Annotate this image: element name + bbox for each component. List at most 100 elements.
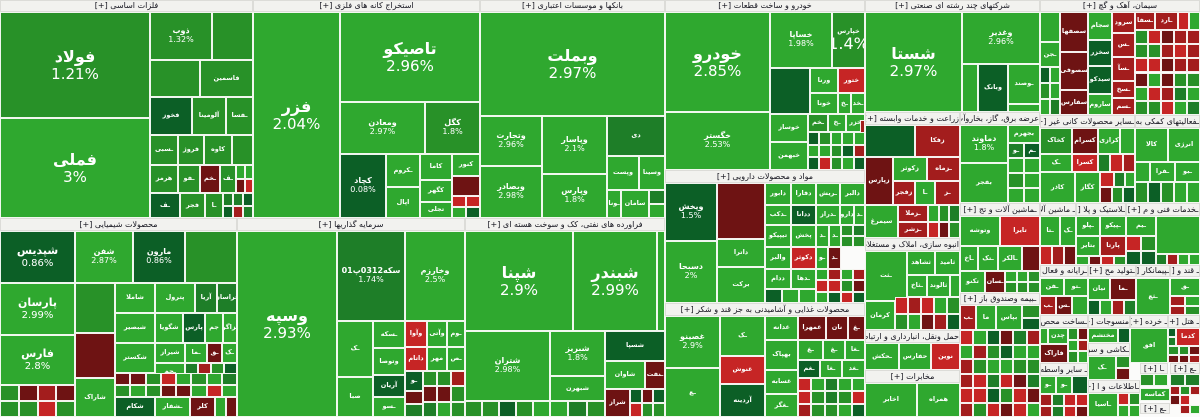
stock-tile-investments-8[interactable]: ـسو [373, 397, 405, 417]
micro-tile[interactable] [437, 401, 451, 417]
micro-tile[interactable] [1024, 188, 1040, 203]
micro-tile[interactable] [1135, 100, 1148, 115]
stock-tile-computer-0[interactable]: ـفن [1040, 278, 1064, 296]
micro-tile[interactable] [986, 388, 1000, 403]
micro-tile[interactable] [838, 391, 852, 404]
stock-tile-real-estate-1[interactable]: ثشاهد [907, 251, 935, 275]
micro-tile[interactable] [1185, 296, 1200, 306]
filler-tile[interactable] [1135, 162, 1150, 182]
filler-tile[interactable] [717, 183, 765, 239]
micro-tile[interactable] [1167, 254, 1178, 265]
stock-tile-basic-metals-8[interactable]: ـفسا [226, 97, 253, 135]
micro-tile[interactable] [1161, 72, 1174, 87]
filler-tile[interactable] [1156, 216, 1200, 254]
stock-tile-metal-ores-mining-6[interactable]: کاما [420, 154, 452, 180]
micro-tile[interactable] [895, 313, 908, 330]
micro-tile[interactable] [960, 359, 974, 374]
stock-tile-metal-ores-mining-11[interactable]: تجلی [420, 202, 452, 218]
micro-tile[interactable] [1040, 83, 1050, 99]
micro-tile[interactable] [1180, 395, 1190, 405]
stock-tile-investments-1[interactable]: سکه0312پ01 1.74% [337, 231, 405, 321]
micro-tile[interactable] [782, 289, 799, 303]
micro-tile[interactable] [1187, 30, 1200, 45]
micro-tile[interactable] [405, 404, 423, 417]
filler-tile[interactable] [657, 231, 665, 331]
micro-tile[interactable] [852, 269, 865, 281]
micro-tile[interactable] [499, 401, 516, 417]
sector-header-insurance-pension[interactable]: ـبیمه وصندوق باز [+] [960, 293, 1040, 305]
stock-tile-other-minerals-6[interactable]: کاذر [1040, 172, 1075, 203]
micro-tile[interactable] [828, 280, 841, 292]
micro-tile[interactable] [215, 397, 226, 417]
stock-tile-machinery-equipment-4[interactable]: ـالکر [998, 246, 1022, 271]
micro-tile[interactable] [853, 132, 865, 145]
micro-tile[interactable] [1190, 386, 1200, 396]
stock-tile-chemicals-17[interactable]: شاراک [75, 378, 115, 417]
micro-tile[interactable] [851, 404, 865, 417]
stock-tile-pharma-7[interactable]: ـریش [816, 183, 840, 205]
stock-tile-banks-6[interactable]: وپست [607, 156, 639, 190]
micro-tile[interactable] [1161, 182, 1174, 203]
sector-header-real-estate[interactable]: انبوه سازی، املاک و مستغلات [+] [865, 238, 960, 251]
micro-tile[interactable] [811, 404, 825, 417]
stock-tile-pharma-0[interactable]: وپخش 1.5% [665, 183, 717, 241]
stock-tile-machinery-2-1[interactable]: ـک [1060, 216, 1076, 246]
stock-tile-pharma-11[interactable]: ـدراز [816, 205, 840, 225]
stock-tile-misc-manufacturing-1[interactable]: ـما [1110, 278, 1136, 300]
filler-tile[interactable] [185, 231, 237, 283]
sector-header-ceramic-tile[interactable]: ـکاشی و سرا [+] [1088, 343, 1130, 356]
stock-tile-utilities-3[interactable]: ـو [1008, 143, 1024, 158]
stock-tile-chemicals-0[interactable]: شپدیس 0.86% [0, 231, 75, 283]
stock-tile-agriculture-6[interactable]: ـا [915, 181, 935, 205]
stock-tile-auto-parts-6[interactable]: ختور [838, 68, 865, 93]
stock-tile-machinery-2-0[interactable]: ـتا [1040, 216, 1060, 246]
stock-tile-investments-11[interactable]: ـوم [447, 321, 465, 347]
stock-tile-transport-2[interactable]: نوین [931, 343, 960, 370]
micro-tile[interactable] [641, 389, 654, 403]
filler-tile[interactable] [1040, 328, 1048, 344]
stock-tile-financial-support-1[interactable]: انرژی [1168, 128, 1200, 162]
stock-tile-chemicals-7[interactable]: شاملا [115, 283, 155, 313]
micro-tile[interactable] [37, 401, 57, 417]
micro-tile[interactable] [765, 289, 782, 303]
stock-tile-insurance-pension-1[interactable]: ما [976, 305, 996, 330]
micro-tile[interactable] [115, 385, 131, 397]
stock-tile-utilities-4[interactable]: ـم [1024, 143, 1040, 158]
sector-header-machinery-2[interactable]: ـ ماشین آلات و [+] [1040, 203, 1076, 216]
stock-tile-basic-metals-15[interactable]: ـخم [200, 165, 220, 193]
stock-tile-other-minerals-1[interactable]: کسرام [1072, 128, 1098, 154]
stock-tile-rubber-plastic-0[interactable]: ـپلو [1076, 216, 1100, 236]
stock-tile-pharma-21[interactable]: ـد [828, 247, 841, 269]
micro-tile[interactable] [808, 144, 820, 158]
micro-tile[interactable] [1161, 58, 1174, 73]
sector-header-banks[interactable]: بانکها و موسسات اعتباری [+] [480, 0, 665, 12]
stock-tile-chemicals-24[interactable]: شکام [115, 397, 155, 417]
micro-tile[interactable] [1135, 72, 1148, 87]
micro-tile[interactable] [838, 378, 852, 391]
micro-tile[interactable] [1170, 386, 1180, 396]
stock-tile-rubber-plastic-2[interactable]: بتایر [1076, 236, 1100, 256]
stock-tile-other-minerals-0[interactable]: کخاک [1040, 128, 1072, 154]
micro-tile[interactable] [18, 401, 38, 417]
micro-tile[interactable] [115, 373, 131, 385]
stock-tile-chemicals-13[interactable]: پارس [183, 313, 205, 343]
micro-tile[interactable] [1174, 72, 1187, 87]
micro-tile[interactable] [938, 221, 950, 238]
micro-tile[interactable] [1174, 44, 1187, 59]
micro-tile[interactable] [550, 401, 569, 417]
micro-tile[interactable] [1189, 354, 1200, 363]
stock-tile-machinery-equipment-2[interactable]: ـاخ [960, 246, 978, 271]
stock-tile-food-beverage-0[interactable]: غصینو 2.9% [665, 316, 720, 368]
stock-tile-sugar-0[interactable]: ـق [1170, 278, 1200, 296]
stock-tile-pharma-22[interactable]: ددام [765, 269, 791, 289]
micro-tile[interactable] [986, 402, 1000, 417]
micro-tile[interactable] [1178, 346, 1190, 355]
stock-tile-chemicals-1[interactable]: پارسان 2.99% [0, 283, 75, 335]
stock-tile-metal-ores-mining-0[interactable]: فزر 2.04% [253, 12, 340, 218]
micro-tile[interactable] [451, 371, 465, 387]
stock-tile-multi-industry-4[interactable]: ـوصند [1008, 64, 1040, 104]
stock-tile-oil-products-3[interactable]: شتران 2.98% [465, 331, 550, 401]
stock-tile-basic-metals-1[interactable]: فملی 3% [0, 118, 150, 218]
stock-tile-other-minerals-7[interactable]: کگاز [1075, 172, 1100, 203]
stock-tile-food-beverage-9[interactable]: غمهرا [798, 316, 826, 340]
